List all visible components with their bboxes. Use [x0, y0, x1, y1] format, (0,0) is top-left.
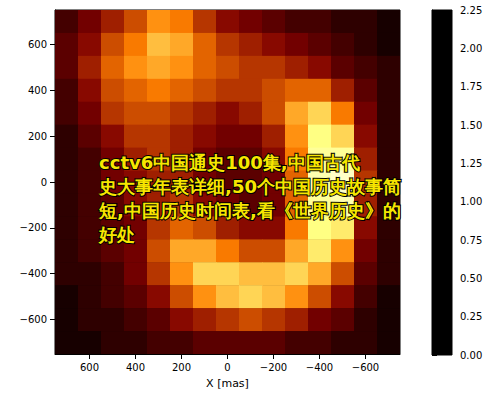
- svg-text:400: 400: [126, 362, 145, 373]
- svg-text:cctv6中国通史100集,中国古代: cctv6中国通史100集,中国古代: [99, 152, 360, 173]
- svg-text:1.75: 1.75: [460, 81, 482, 92]
- svg-text:0.25: 0.25: [460, 311, 482, 322]
- svg-text:0: 0: [224, 362, 230, 373]
- svg-text:1.25: 1.25: [460, 158, 482, 169]
- svg-text:X [mas]: X [mas]: [206, 377, 249, 390]
- svg-text:−200: −200: [260, 362, 287, 373]
- svg-text:−600: −600: [352, 362, 379, 373]
- svg-text:0.75: 0.75: [460, 235, 482, 246]
- svg-text:−200: −200: [20, 222, 47, 233]
- svg-text:600: 600: [28, 39, 47, 50]
- svg-text:200: 200: [28, 131, 47, 142]
- svg-text:史大事年表详细,50个中国历史故事简: 史大事年表详细,50个中国历史故事简: [98, 176, 401, 197]
- svg-text:200: 200: [172, 362, 191, 373]
- svg-text:0: 0: [41, 177, 47, 188]
- svg-text:2.00: 2.00: [460, 43, 482, 54]
- svg-text:−600: −600: [20, 314, 47, 325]
- svg-text:0.50: 0.50: [460, 273, 482, 284]
- svg-text:2.25: 2.25: [460, 5, 482, 16]
- svg-text:400: 400: [28, 85, 47, 96]
- svg-text:1.00: 1.00: [460, 196, 482, 207]
- svg-text:1.50: 1.50: [460, 120, 482, 131]
- svg-text:0.00: 0.00: [460, 350, 482, 361]
- svg-text:−400: −400: [20, 268, 47, 279]
- svg-text:好处: 好处: [98, 224, 135, 245]
- svg-text:600: 600: [80, 362, 99, 373]
- svg-text:短,中国历史时间表,看《世界历史》的: 短,中国历史时间表,看《世界历史》的: [98, 200, 401, 221]
- svg-text:−400: −400: [306, 362, 333, 373]
